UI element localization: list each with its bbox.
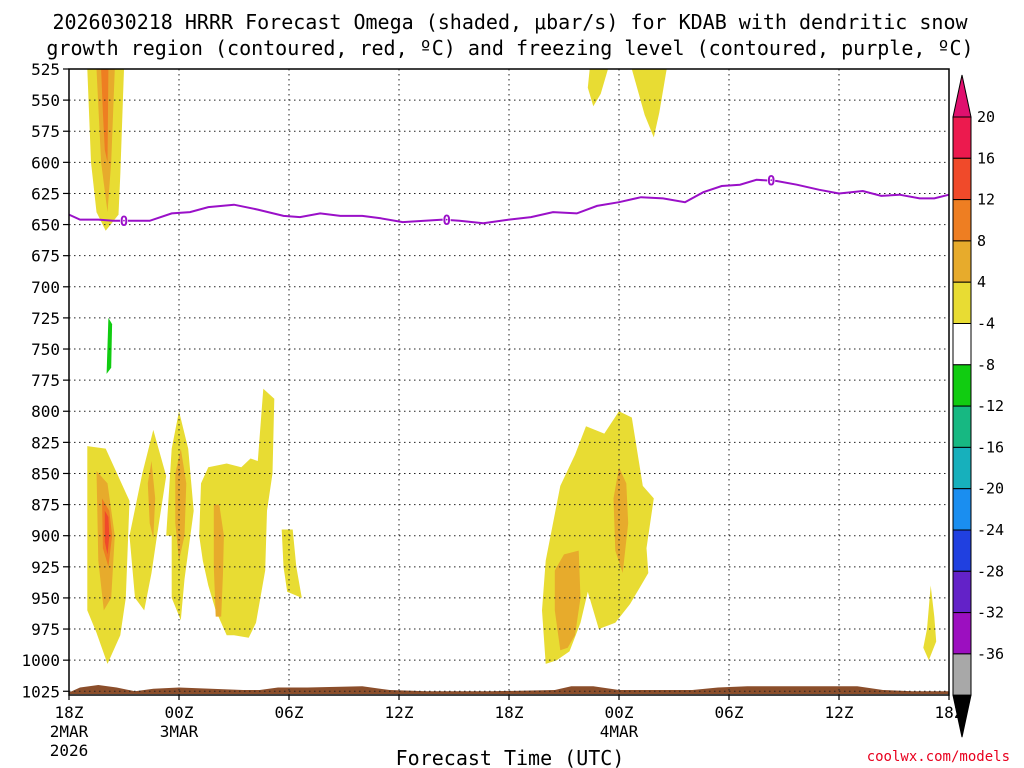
colorbar-label-10: -24	[977, 521, 1004, 539]
x-date-label-5: 4MAR	[600, 722, 639, 741]
omega-region-8	[289, 69, 295, 76]
freezing-label-bg-2	[767, 173, 776, 188]
y-tick-label-3: 600	[31, 153, 60, 172]
colorbar-label-5: -4	[977, 315, 995, 333]
omega-region-21	[281, 529, 302, 598]
colorbar-swatch-7	[952, 405, 972, 448]
colorbar-bottom-arrow	[952, 694, 972, 738]
colorbar-swatch-12	[952, 612, 972, 655]
omega-region-16	[147, 461, 156, 539]
omega-region-25	[613, 467, 629, 573]
y-tick-label-13: 850	[31, 464, 60, 483]
y-tick-label-0: 525	[31, 60, 60, 79]
colorbar-swatch-2	[952, 199, 972, 242]
chart-subtitle: growth region (contoured, red, ºC) and f…	[46, 36, 973, 60]
freezing-label-bg-0	[120, 213, 128, 228]
colorbar-label-4: 4	[977, 273, 986, 291]
y-tick-label-18: 975	[31, 620, 60, 639]
colorbar-label-2: 12	[977, 191, 995, 209]
y-tick-label-12: 825	[31, 433, 60, 452]
y-tick-label-5: 650	[31, 216, 60, 235]
colorbar-swatch-3	[952, 240, 972, 283]
colorbar-swatch-13	[952, 653, 972, 696]
omega-region-18	[175, 448, 187, 561]
x-tick-label-7: 12Z	[825, 703, 854, 722]
x-tick-label-4: 18Z	[495, 703, 524, 722]
colorbar-swatch-11	[952, 570, 972, 614]
y-tick-label-16: 925	[31, 558, 60, 577]
omega-region-2	[101, 69, 109, 163]
y-tick-label-15: 900	[31, 527, 60, 546]
omega-region-7	[226, 69, 251, 125]
omega-region-15	[129, 429, 167, 611]
x-tick-label-5: 00Z	[605, 703, 634, 722]
x-date-label-0: 2MAR	[50, 722, 89, 741]
colorbar-swatch-8	[952, 446, 972, 490]
omega-region-10	[325, 591, 333, 642]
plot-area	[69, 69, 949, 694]
y-tick-label-17: 950	[31, 589, 60, 608]
colorbar-label-9: -20	[977, 480, 1004, 498]
y-tick-label-1: 550	[31, 91, 60, 110]
freezing-level-label-1: 0	[442, 213, 450, 229]
x-tick-label-6: 06Z	[715, 703, 744, 722]
freezing-level-line	[68, 178, 950, 225]
y-tick-label-19: 1000	[21, 651, 60, 670]
y-tick-label-6: 675	[31, 247, 60, 266]
colorbar-label-1: 16	[977, 149, 995, 167]
colorbar-label-3: 8	[977, 232, 986, 250]
omega-region-3	[587, 69, 608, 107]
omega-region-5	[105, 212, 130, 412]
colorbar-swatch-10	[952, 529, 972, 572]
y-tick-label-20: 1025	[21, 682, 60, 701]
credit-link[interactable]: coolwx.com/models	[867, 749, 1010, 765]
y-tick-label-14: 875	[31, 496, 60, 515]
omega-region-20	[213, 504, 224, 617]
colorbar-label-6: -8	[977, 356, 995, 374]
y-tick-label-4: 625	[31, 184, 60, 203]
colorbar-label-7: -12	[977, 397, 1004, 415]
omega-region-6	[106, 317, 113, 374]
freezing-level-label-0: 0	[120, 214, 128, 230]
omega-region-14	[104, 510, 110, 555]
y-tick-label-8: 725	[31, 309, 60, 328]
colorbar-swatch-5	[952, 323, 972, 366]
colorbar: 20 16 12 8 4 -4 -8 -12 -16 -20 -24 -28 -32 -36	[952, 74, 1004, 738]
colorbar-label-8: -16	[977, 438, 1004, 456]
colorbar-swatch-9	[952, 488, 972, 531]
chart-title: 2026030218 HRRR Forecast Omega (shaded, …	[52, 10, 968, 34]
colorbar-label-12: -32	[977, 604, 1004, 622]
x-year-label-0: 2026	[50, 741, 89, 760]
freezing-level-contour: 0 0 0	[68, 173, 950, 230]
colorbar-swatch-1	[952, 157, 972, 201]
y-tick-label-7: 700	[31, 278, 60, 297]
colorbar-swatch-4	[952, 281, 972, 325]
freezing-label-bg-1	[442, 212, 451, 227]
omega-region-22	[923, 585, 937, 661]
x-date-label-1: 3MAR	[160, 722, 199, 741]
x-axis-label: Forecast Time (UTC)	[396, 746, 625, 768]
x-tick-label-3: 12Z	[385, 703, 414, 722]
y-axis: 525 550 575 600 625 650 675 700 725 750 775 800 825 8…	[21, 60, 69, 701]
colorbar-label-13: -36	[977, 645, 1004, 663]
x-tick-label-0: 18Z	[55, 703, 84, 722]
y-tick-label-2: 575	[31, 122, 60, 141]
x-tick-label-2: 06Z	[275, 703, 304, 722]
y-tick-label-9: 750	[31, 340, 60, 359]
colorbar-swatch-0	[952, 116, 972, 159]
x-tick-label-1: 00Z	[165, 703, 194, 722]
colorbar-swatch-6	[952, 364, 972, 407]
colorbar-label-0: 20	[977, 108, 995, 126]
omega-region-24	[554, 550, 581, 651]
y-tick-label-11: 800	[31, 402, 60, 421]
colorbar-label-11: -28	[977, 562, 1004, 580]
omega-region-9	[433, 69, 445, 115]
omega-region-4	[631, 69, 667, 138]
y-tick-label-10: 775	[31, 371, 60, 390]
freezing-level-label-2: 0	[767, 174, 775, 190]
